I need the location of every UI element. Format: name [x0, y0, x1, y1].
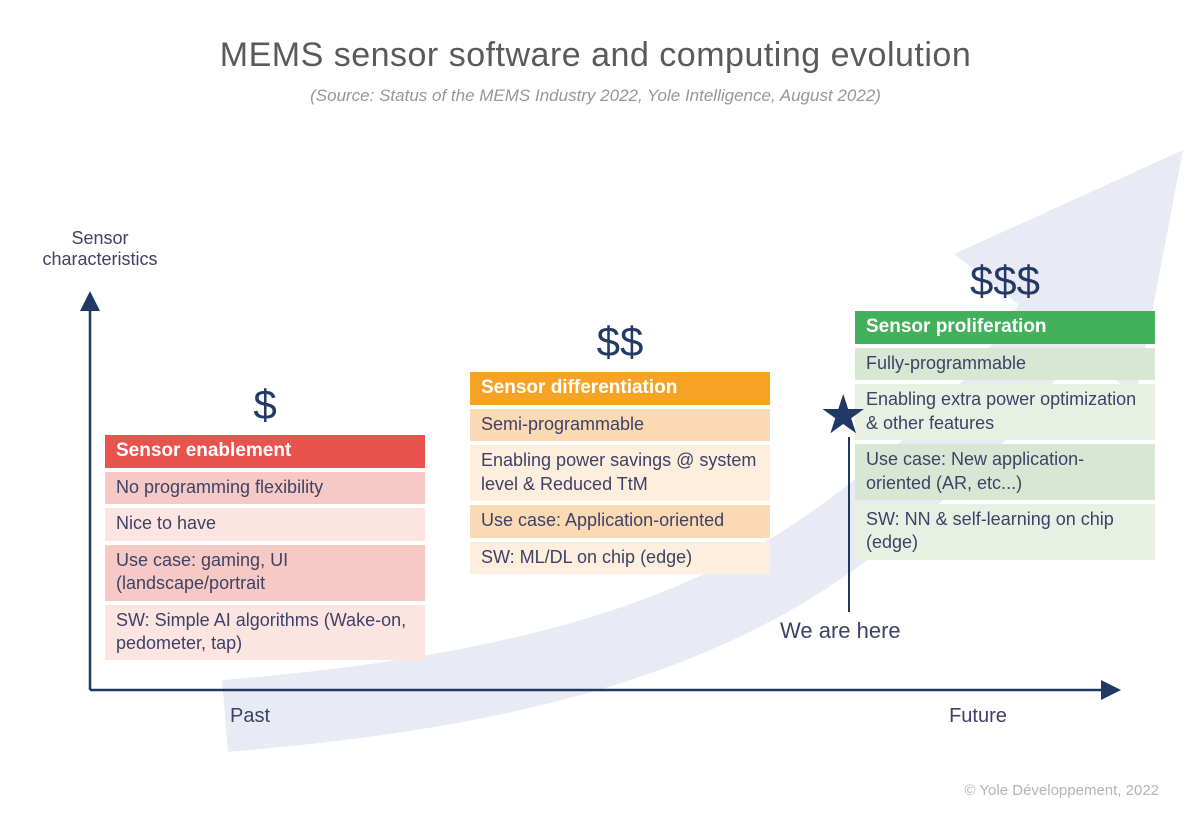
- price-tag-2: $$: [596, 318, 644, 365]
- stage-row: Enabling extra power optimization & othe…: [855, 384, 1155, 441]
- axes: [80, 291, 1121, 700]
- stage-row: SW: ML/DL on chip (edge): [470, 541, 770, 574]
- stage-header: Sensor enablement: [105, 435, 425, 468]
- stage-row: Use case: gaming, UI (landscape/portrait: [105, 544, 425, 601]
- source-subtitle: (Source: Status of the MEMS Industry 202…: [310, 86, 881, 105]
- copyright-notice: © Yole Développement, 2022: [964, 782, 1159, 799]
- stage-row: No programming flexibility: [105, 472, 425, 505]
- x-axis-future-label: Future: [949, 705, 1007, 727]
- page-title: MEMS sensor software and computing evolu…: [219, 36, 972, 74]
- stage-row: Enabling power savings @ system level & …: [470, 445, 770, 502]
- stage-row: Use case: Application-oriented: [470, 505, 770, 538]
- stage-row: Semi-programmable: [470, 409, 770, 442]
- stage-row: SW: Simple AI algorithms (Wake-on, pedom…: [105, 604, 425, 661]
- stage-header: Sensor proliferation: [855, 311, 1155, 344]
- x-axis-past-label: Past: [229, 705, 271, 727]
- stage-sensor-differentiation: $$ Sensor differentiation Semi-programma…: [470, 318, 770, 574]
- star-icon: ★: [819, 385, 868, 445]
- price-tag-1: $: [253, 381, 277, 428]
- y-axis-label: Sensor characteristics: [42, 228, 158, 269]
- stage-sensor-proliferation: $$$ Sensor proliferation Fully-programma…: [855, 257, 1155, 560]
- stage-header: Sensor differentiation: [470, 372, 770, 405]
- price-tag-3: $$$: [969, 257, 1041, 304]
- we-are-here-label: We are here: [780, 618, 901, 643]
- stage-sensor-enablement: $ Sensor enablement No programming flexi…: [105, 381, 425, 661]
- stage-row: SW: NN & self-learning on chip (edge): [855, 503, 1155, 560]
- stage-row: Fully-programmable: [855, 348, 1155, 381]
- stage-row: Use case: New application-oriented (AR, …: [855, 444, 1155, 500]
- stage-row: Nice to have: [105, 508, 425, 541]
